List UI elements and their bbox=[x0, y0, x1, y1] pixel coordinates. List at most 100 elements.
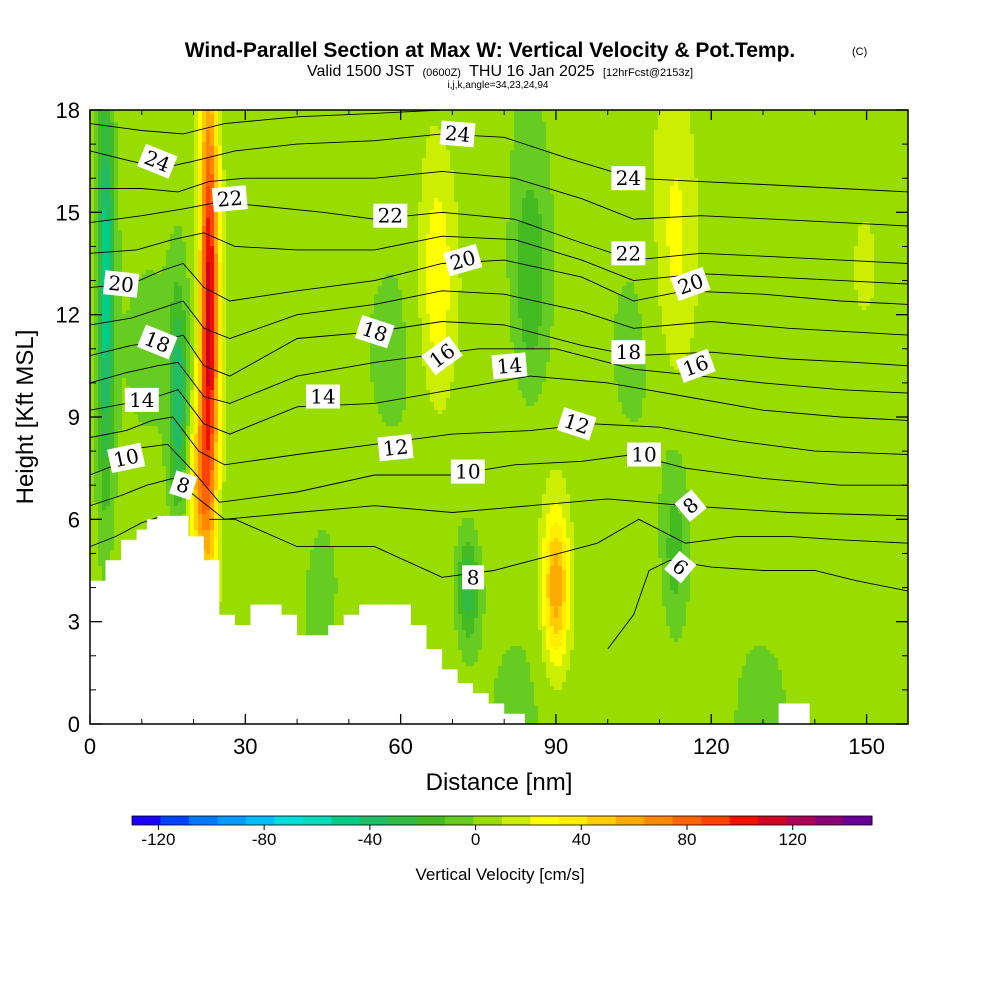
contour-label-text: 8 bbox=[467, 565, 480, 589]
plot-area bbox=[90, 110, 908, 724]
colorbar-frame bbox=[131, 815, 873, 826]
contour-label: 8 bbox=[462, 565, 485, 590]
contour-label: 24 bbox=[611, 166, 646, 191]
chart-title: Wind-Parallel Section at Max W: Vertical… bbox=[185, 39, 796, 62]
colorbar-swatch bbox=[786, 816, 816, 825]
colorbar-swatch bbox=[331, 816, 361, 825]
contour-label-text: 22 bbox=[216, 186, 243, 212]
colorbar-tick-label: 120 bbox=[779, 830, 807, 849]
contour-label: 22 bbox=[611, 241, 646, 266]
theta-contour-12 bbox=[90, 416, 908, 466]
contour-label-text: 22 bbox=[616, 241, 641, 265]
y-tick-label: 9 bbox=[68, 405, 80, 430]
theta-contour-6 bbox=[607, 559, 908, 650]
theta-contour-u14 bbox=[90, 170, 908, 227]
contour-label: 22 bbox=[211, 185, 248, 213]
contour-label: 22 bbox=[373, 203, 408, 228]
theta-contour-10 bbox=[90, 443, 908, 503]
contour-label-text: 14 bbox=[496, 353, 523, 379]
colorbar-swatch bbox=[416, 816, 446, 825]
x-tick-label: 90 bbox=[544, 734, 568, 759]
colorbar-label: Vertical Velocity [cm/s] bbox=[415, 865, 584, 884]
colorbar-swatch bbox=[672, 816, 702, 825]
colorbar: -120 -80 -40 0 40 80 120 bbox=[131, 815, 873, 849]
x-axis-label: Distance [nm] bbox=[426, 769, 573, 796]
y-tick-label: 12 bbox=[56, 303, 80, 328]
contour-label: 10 bbox=[627, 442, 661, 467]
subtitle-date: THU 16 Jan 2025 bbox=[469, 63, 595, 80]
colorbar-swatch bbox=[587, 816, 617, 825]
subtitle-fcst: [12hrFcst@2153z] bbox=[603, 67, 693, 79]
contour-label-text: 24 bbox=[616, 166, 641, 190]
colorbar-swatch bbox=[274, 816, 304, 825]
colorbar-swatch bbox=[302, 816, 332, 825]
x-tick-label: 120 bbox=[693, 734, 730, 759]
colorbar-swatch bbox=[615, 816, 645, 825]
colorbar-swatch bbox=[843, 816, 873, 825]
theta-contour-22 bbox=[90, 201, 908, 264]
colorbar-tick-label: -80 bbox=[252, 830, 277, 849]
subtitle-valid: Valid 1500 JST bbox=[307, 63, 415, 80]
colorbar-swatch bbox=[473, 816, 503, 825]
colorbar-tick-label: 0 bbox=[471, 830, 480, 849]
contour-label: 20 bbox=[443, 243, 483, 277]
colorbar-swatch bbox=[558, 816, 588, 825]
contour-label: 8 bbox=[169, 470, 198, 501]
colorbar-swatch bbox=[502, 816, 531, 825]
colorbar-tick-label: 40 bbox=[572, 830, 591, 849]
colorbar-swatch bbox=[644, 816, 674, 825]
contour-label: 12 bbox=[377, 433, 414, 462]
y-tick-label: 15 bbox=[56, 200, 80, 225]
colorbar-swatch bbox=[245, 816, 275, 825]
colorbar-swatch bbox=[729, 816, 759, 825]
colorbar-tick-label: -40 bbox=[358, 830, 383, 849]
y-tick-label: 6 bbox=[68, 507, 80, 532]
colorbar-swatch bbox=[217, 816, 247, 825]
contour-label: 14 bbox=[306, 384, 340, 409]
contour-label-text: 18 bbox=[616, 340, 641, 364]
contour-label-text: 24 bbox=[444, 121, 471, 147]
chart-title-mark: (C) bbox=[852, 46, 867, 58]
colorbar-swatch bbox=[701, 816, 731, 825]
contour-label: 24 bbox=[439, 120, 476, 148]
contour-label-text: 10 bbox=[111, 444, 141, 473]
contour-label: 18 bbox=[611, 340, 646, 365]
theta-contour-u11 bbox=[90, 477, 908, 520]
colorbar-swatch bbox=[132, 816, 161, 825]
theta-contour-16 bbox=[90, 348, 908, 404]
contour-label-text: 10 bbox=[455, 460, 480, 484]
colorbar-tick-label: -120 bbox=[141, 830, 175, 849]
theta-contour-u15 bbox=[90, 110, 443, 135]
axes: 0 30 60 90 120 150 0 3 6 9 12 15 18 bbox=[56, 98, 908, 759]
y-tick-label: 0 bbox=[68, 712, 80, 737]
contour-label: 10 bbox=[450, 459, 485, 484]
contour-label-text: 14 bbox=[129, 388, 154, 412]
y-axis-label: Height [Kft MSL] bbox=[12, 330, 39, 505]
theta-contour-u12 bbox=[90, 290, 908, 339]
subtitle-zulu: (0600Z) bbox=[422, 67, 461, 79]
contour-label: 14 bbox=[124, 387, 159, 412]
chart-subtitle-indices: i,j,k,angle=34,23,24,94 bbox=[448, 80, 549, 91]
colorbar-swatch bbox=[359, 816, 389, 825]
contour-label-text: 12 bbox=[382, 434, 410, 461]
contour-label: 10 bbox=[107, 442, 146, 474]
colorbar-swatch bbox=[445, 816, 475, 825]
x-tick-label: 30 bbox=[233, 734, 257, 759]
contour-label-text: 20 bbox=[107, 271, 135, 298]
colorbar-swatch bbox=[758, 816, 788, 825]
theta-contour-8 bbox=[209, 518, 908, 578]
x-tick-label: 0 bbox=[84, 734, 96, 759]
y-tick-label: 3 bbox=[68, 610, 80, 635]
x-tick-label: 60 bbox=[388, 734, 412, 759]
colorbar-swatch bbox=[530, 816, 560, 825]
chart-subtitle: Valid 1500 JST (0600Z) THU 16 Jan 2025 [… bbox=[307, 63, 693, 80]
contour-label-text: 10 bbox=[631, 443, 656, 467]
contour-label-text: 22 bbox=[378, 204, 403, 228]
colorbar-tick-label: 80 bbox=[678, 830, 697, 849]
contour-label: 14 bbox=[491, 352, 528, 380]
x-tick-label: 150 bbox=[848, 734, 885, 759]
theta-contour-20 bbox=[90, 259, 908, 305]
colorbar-swatch bbox=[388, 816, 418, 825]
contour-label: 20 bbox=[102, 270, 140, 298]
